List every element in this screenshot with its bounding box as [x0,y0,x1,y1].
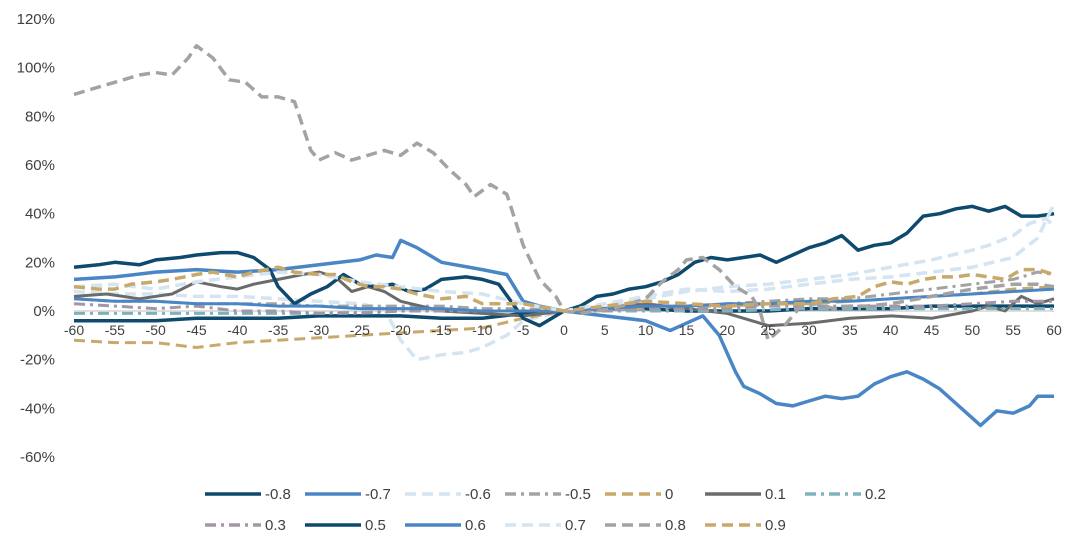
x-tick-label: 15 [679,322,695,338]
legend-item: -0.8 [205,486,291,503]
series-line-10 [73,203,1056,313]
y-tick-label: -20% [20,352,55,369]
x-tick-label: -50 [146,322,166,338]
legend: -0.8 -0.7 -0.6 -0.5 0 0.1 0.2 0.3 0.5 0.6 0.7 0.8 0.… [205,486,886,534]
x-tick-label: 20 [720,322,736,338]
legend-item: 0.7 [505,517,586,534]
x-tick-label: -5 [517,322,530,338]
x-tick-label: -25 [350,322,370,338]
x-tick-label: 35 [842,322,858,338]
x-tick-label: 5 [601,322,609,338]
x-tick-label: -30 [309,322,329,338]
x-tick-label: 10 [638,322,654,338]
series-line-11 [73,44,1055,342]
legend-item: 0.8 [605,517,686,534]
legend-label: 0.8 [665,517,686,534]
x-tick-label: 0 [560,322,568,338]
legend-item: 0.9 [705,517,786,534]
x-tick-label: -55 [105,322,125,338]
series-line-12 [73,265,1055,313]
y-tick-label: 120% [17,11,55,28]
x-tick-label: -40 [227,322,247,338]
legend-item: 0.3 [205,517,286,534]
legend-item: -0.6 [405,486,491,503]
y-tick-label: 20% [25,254,55,271]
legend-label: 0.6 [465,517,486,534]
legend-label: 0 [665,486,673,503]
x-tick-label: 25 [760,322,776,338]
y-tick-label: 0% [33,303,55,320]
legend-item: 0.2 [805,486,886,503]
legend-item: -0.5 [505,486,591,503]
x-axis-ticks: -60 -55 -50 -45 -40 -35 -30 -25 -20 -15 -10 -5 0 5 10 1… [64,322,1062,338]
legend-label: 0.5 [365,517,386,534]
legend-label: 0.7 [565,517,586,534]
x-tick-label: 55 [1005,322,1021,338]
series-line-5 [73,270,1055,328]
series-line-8 [73,204,1055,328]
y-tick-label: 40% [25,206,55,223]
x-tick-label: 50 [965,322,981,338]
legend-label: -0.8 [265,486,291,503]
x-tick-label: -10 [472,322,492,338]
series-line-1 [73,238,1054,428]
x-tick-label: 40 [883,322,899,338]
y-tick-label: -60% [20,449,55,466]
x-tick-label: 45 [924,322,940,338]
legend-label: -0.6 [465,486,491,503]
legend-item: 0.6 [405,517,486,534]
y-tick-label: 100% [17,60,55,77]
x-tick-label: -35 [268,322,288,338]
y-axis-ticks: 120% 100% 80% 60% 40% 20% 0% -20% -40% -60% [17,11,55,466]
legend-label: -0.7 [365,486,391,503]
series-line-2 [73,216,1056,362]
legend-item: -0.7 [305,486,391,503]
legend-label: 0.1 [765,486,786,503]
x-tick-label: 30 [801,322,817,338]
x-tick-label: -15 [431,322,451,338]
legend-item: 0.1 [705,486,786,503]
y-tick-label: -40% [20,400,55,417]
x-tick-label: -20 [391,322,411,338]
y-tick-label: 60% [25,157,55,174]
series-lines [73,44,1056,428]
legend-label: 0.9 [765,517,786,534]
legend-item: 0.5 [305,517,386,534]
x-tick-label: -60 [64,322,84,338]
legend-label: 0.3 [265,517,286,534]
legend-item: 0 [605,486,673,503]
y-tick-label: 80% [25,108,55,125]
x-tick-label: -45 [186,322,206,338]
x-tick-label: 60 [1046,322,1062,338]
legend-label: 0.2 [865,486,886,503]
legend-label: -0.5 [565,486,591,503]
